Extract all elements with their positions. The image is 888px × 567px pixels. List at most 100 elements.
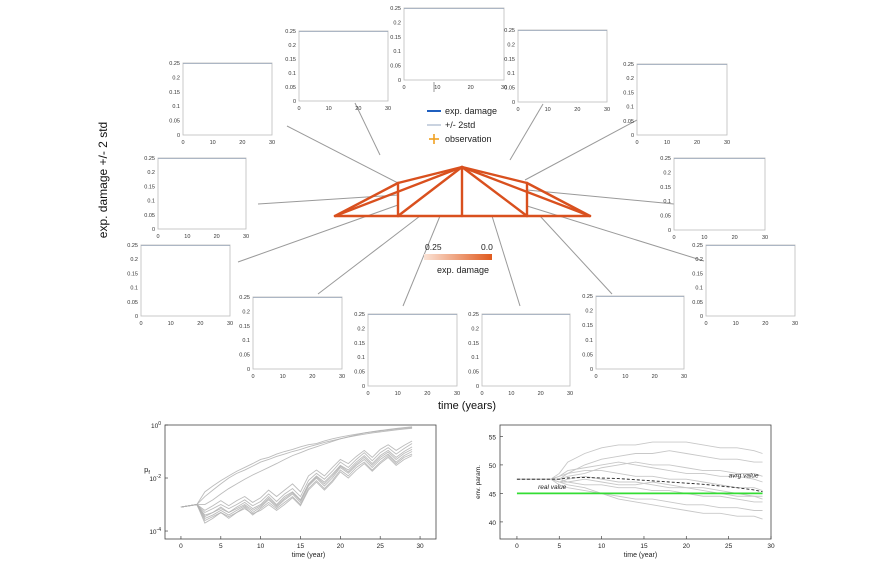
env-sample-line (516, 478, 763, 511)
small-panel-x-tick: 10 (545, 107, 551, 113)
connector-line (354, 102, 381, 156)
small-panel-y-tick: 0.1 (242, 338, 250, 344)
small-panel-y-tick: 0.2 (471, 326, 479, 332)
small-panel-x-tick: 10 (622, 374, 628, 380)
connector-line (524, 119, 638, 181)
small-panel-y-tick: 0.1 (695, 286, 703, 292)
legend-label-std: +/- 2std (445, 120, 475, 130)
small-panel: 0 10 20 30 0 0.05 0.1 0.15 0.2 0.25 (127, 243, 233, 327)
small-panel-y-tick: 0.1 (393, 49, 401, 55)
pf-series-line (180, 453, 413, 524)
small-panel-frame (673, 157, 766, 231)
small-panel: 0 10 20 30 0 0.05 0.1 0.15 0.2 0.25 (504, 28, 610, 113)
small-panel-x-tick: 30 (724, 140, 730, 146)
env-sample-line (516, 441, 763, 480)
small-panel-x-tick: 20 (694, 140, 700, 146)
small-panel-x-tick: 20 (574, 107, 580, 113)
small-panel-frame (595, 295, 685, 370)
small-panel: 0 10 20 30 0 0.05 0.1 0.15 0.2 0.25 (169, 61, 275, 146)
pf-x-tick-label: 20 (337, 543, 345, 550)
pf-series-line (180, 443, 413, 514)
small-panel-y-tick: 0.05 (354, 370, 365, 376)
pf-y-tick-base: 10 (149, 476, 157, 483)
small-panel-y-tick: 0.25 (623, 62, 634, 68)
pf-y-label: pf (144, 465, 150, 476)
small-panel-x-tick: 0 (672, 235, 675, 241)
small-panel: 0 10 20 30 0 0.05 0.1 0.15 0.2 0.25 (692, 243, 798, 327)
small-panel-y-tick: 0.15 (692, 271, 703, 277)
small-panel-y-tick: 0.2 (695, 257, 703, 263)
pf-series-line (180, 449, 413, 518)
small-panel-y-tick: 0 (247, 367, 250, 373)
small-panel-y-tick: 0.15 (623, 90, 634, 96)
small-panel-x-tick: 20 (309, 374, 315, 380)
pf-y-label-base: p (144, 465, 148, 474)
small-panel-x-tick: 0 (251, 374, 254, 380)
small-panel-x-tick: 20 (355, 106, 361, 112)
small-panel-y-tick: 0 (512, 100, 515, 106)
truss-member (396, 165, 464, 185)
small-panel-y-tick: 0.25 (169, 61, 180, 67)
small-panel-x-tick: 30 (227, 321, 233, 327)
small-panel-y-tick: 0.15 (582, 323, 593, 329)
small-panel-y-tick: 0 (476, 384, 479, 390)
small-panel-frame (298, 30, 389, 102)
small-panel-frame (481, 313, 571, 387)
small-panel-y-tick: 0.05 (169, 119, 180, 125)
small-panel-x-tick: 0 (156, 234, 159, 240)
colorbar-label: exp. damage (437, 265, 489, 275)
small-panel-y-tick: 0.05 (692, 300, 703, 306)
pf-x-label: time (year) (292, 552, 325, 559)
small-panel-y-tick: 0.2 (507, 42, 515, 48)
truss-member (460, 165, 529, 185)
small-panel-y-tick: 0.2 (288, 43, 296, 49)
small-panel-x-tick: 0 (181, 140, 184, 146)
small-panel-y-tick: 0.25 (660, 156, 671, 162)
small-panel-x-tick: 0 (516, 107, 519, 113)
small-panel-frame (252, 296, 343, 370)
env-annotation: real value (538, 484, 567, 491)
small-panel: 0 10 20 30 0 0.05 0.1 0.15 0.2 0.25 (582, 294, 687, 380)
small-panel-x-tick: 20 (538, 391, 544, 397)
small-panel-y-tick: 0.05 (127, 300, 138, 306)
small-panel: 0 10 20 30 0 0.05 0.1 0.15 0.2 0.25 (660, 156, 768, 241)
small-panel-x-tick: 10 (395, 391, 401, 397)
small-panel-y-tick: 0.25 (582, 294, 593, 300)
small-panel-y-tick: 0.25 (144, 156, 155, 162)
pf-series-line (180, 426, 413, 508)
small-panel-y-tick: 0.1 (663, 199, 671, 205)
small-panel-x-tick: 30 (339, 374, 345, 380)
small-panel: 0 10 20 30 0 0.05 0.1 0.15 0.2 0.25 (285, 29, 391, 112)
env-x-tick-label: 30 (767, 543, 775, 550)
small-panel-frame (182, 62, 273, 136)
env-x-tick-label: 0 (515, 543, 519, 550)
pf-y-tick-exp: 0 (158, 421, 161, 427)
small-panel-y-tick: 0 (700, 314, 703, 320)
truss-member (396, 165, 464, 218)
pf-y-tick-base: 10 (149, 529, 157, 536)
small-panel-y-tick: 0.1 (147, 199, 155, 205)
truss-member (333, 165, 464, 218)
small-panel-frame (517, 29, 608, 103)
small-panel-y-tick: 0.2 (626, 76, 634, 82)
small-panel: 0 10 20 30 0 0.05 0.1 0.15 0.2 0.25 (468, 312, 573, 397)
small-panel-frame (157, 157, 247, 230)
small-panel-y-tick: 0.25 (692, 243, 703, 249)
pf-x-tick-label: 10 (257, 543, 265, 550)
truss-member (460, 165, 529, 218)
small-panel-y-tick: 0.15 (390, 35, 401, 41)
connector-line (286, 125, 399, 184)
env-x-label: time (year) (624, 552, 657, 559)
env-y-tick-label: 45 (489, 491, 497, 498)
connector-line (539, 215, 613, 295)
figure-y-label: exp. damage +/- 2 std (96, 122, 110, 238)
small-panel-x-tick: 20 (732, 235, 738, 241)
small-panel-y-tick: 0 (590, 367, 593, 373)
small-panel-y-tick: 0.2 (357, 326, 365, 332)
small-panel-y-tick: 0.2 (242, 309, 250, 315)
small-panel-y-tick: 0.05 (144, 213, 155, 219)
small-panel-x-tick: 0 (594, 374, 597, 380)
small-panel-x-tick: 30 (454, 391, 460, 397)
